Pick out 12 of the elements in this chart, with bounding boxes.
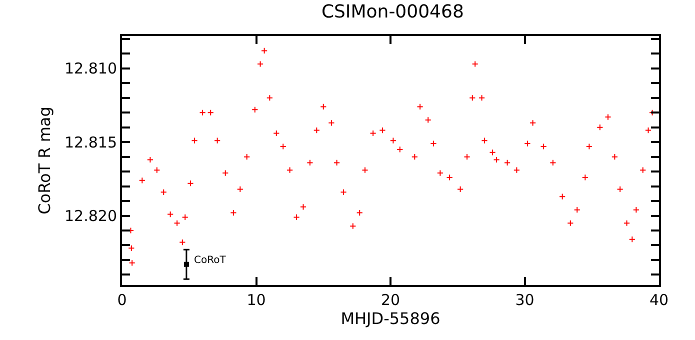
x-tick-label: 10 (246, 291, 266, 309)
y-tick-label: 12.810 (64, 60, 117, 78)
annotation: CoRoT (194, 255, 227, 266)
x-tick-label: 0 (117, 291, 127, 309)
chart-title: CSIMon-000468 (321, 2, 464, 23)
x-tick-label: 20 (380, 291, 400, 309)
y-tick-label: 12.815 (64, 133, 117, 152)
y-axis-title: CoRoT R mag (34, 106, 54, 214)
y-tick-label: 12.820 (64, 207, 117, 225)
x-tick-label: 30 (515, 291, 534, 309)
x-tick-label: 40 (649, 291, 669, 309)
x-axis-title: MHJD-55896 (340, 309, 440, 328)
